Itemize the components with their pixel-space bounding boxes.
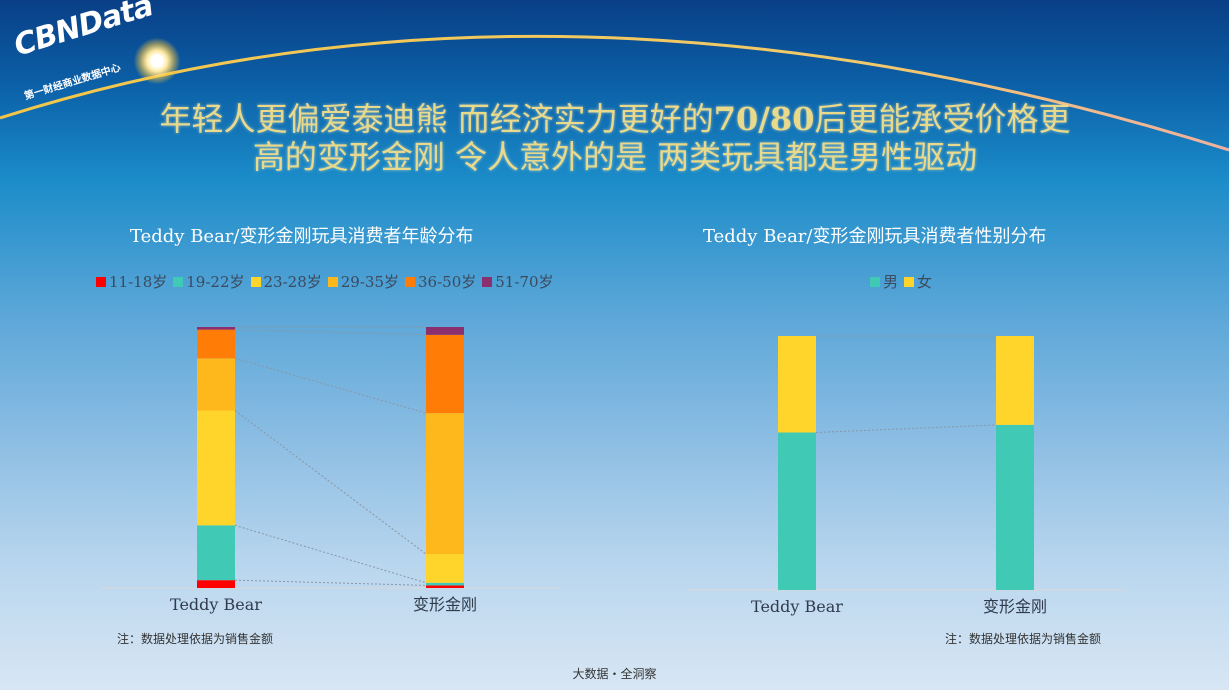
age-bar-segment xyxy=(426,585,464,588)
age-bar-segment xyxy=(426,554,464,583)
legend-label: 36-50岁 xyxy=(418,273,477,291)
age-bar-segment xyxy=(197,410,235,526)
legend-swatch xyxy=(96,276,106,287)
legend-label: 51-70岁 xyxy=(495,273,554,291)
footer-slogan: 大数据・全洞察 xyxy=(572,667,657,681)
age-category-label: Teddy Bear xyxy=(170,595,262,614)
gender-bar-segment xyxy=(996,336,1034,425)
age-bar-segment xyxy=(426,582,464,586)
age-bar-segment xyxy=(197,327,235,330)
gender-category-label: Teddy Bear xyxy=(751,597,843,616)
headline-text: 后更能承受价格更 xyxy=(814,100,1071,138)
headline-line-2: 高的变形金刚 令人意外的是 两类玩具都是男性驱动 xyxy=(252,138,978,176)
legend-swatch xyxy=(173,276,184,287)
age-category-label: 变形金刚 xyxy=(413,595,477,614)
legend-label: 29-35岁 xyxy=(340,273,399,291)
age-legend-item: 29-35岁 xyxy=(327,271,399,292)
legend-label: 19-22岁 xyxy=(186,273,245,291)
legend-label: 男 xyxy=(883,273,899,291)
sun-glow-icon xyxy=(134,38,180,84)
gender-bar-segment xyxy=(996,424,1034,590)
gender-chart-legend: 男女 xyxy=(870,271,932,292)
gender-legend-item: 女 xyxy=(904,271,932,292)
legend-swatch xyxy=(904,276,915,287)
legend-label: 女 xyxy=(917,273,933,291)
legend-label: 23-28岁 xyxy=(263,273,322,291)
age-connector-line xyxy=(234,357,427,414)
age-bar-segment xyxy=(426,327,464,335)
age-bar-segment xyxy=(426,413,464,555)
gender-legend-item: 男 xyxy=(870,271,898,292)
gender-chart-note: 注：数据处理依据为销售金额 xyxy=(945,632,1102,646)
legend-swatch xyxy=(250,276,261,287)
legend-swatch xyxy=(870,276,880,287)
gender-category-label: 变形金刚 xyxy=(983,597,1047,616)
age-bar-segment xyxy=(197,580,235,588)
legend-swatch xyxy=(327,276,338,287)
legend-swatch xyxy=(405,276,415,287)
gender-connector-line xyxy=(815,424,997,434)
age-legend-item: 23-28岁 xyxy=(250,271,322,292)
age-chart-title: Teddy Bear/变形金刚玩具消费者年龄分布 xyxy=(130,226,474,247)
age-bar-segment xyxy=(426,334,464,414)
age-bar-segment xyxy=(197,525,235,581)
legend-swatch xyxy=(482,276,493,287)
gender-bar-segment xyxy=(778,432,816,590)
age-bar-segment xyxy=(197,358,235,411)
headline-text: 年轻人更偏爱泰迪熊 而经济实力更好的 xyxy=(159,100,714,138)
legend-label: 11-18岁 xyxy=(109,273,168,291)
age-legend-item: 36-50岁 xyxy=(405,271,476,292)
age-legend-item: 11-18岁 xyxy=(96,271,167,292)
age-connector-line xyxy=(234,524,427,584)
page-title: 年轻人更偏爱泰迪熊 而经济实力更好的70/80后更能承受价格更 高的变形金刚 令… xyxy=(60,100,1170,176)
age-legend-item: 51-70岁 xyxy=(482,271,554,292)
age-legend-item: 19-22岁 xyxy=(173,271,245,292)
headline-highlight: 70/80 xyxy=(713,100,815,138)
age-bar-segment xyxy=(197,329,235,359)
age-chart-legend: 11-18岁 19-22岁 23-28岁 29-35岁 36-50岁 51-70岁 xyxy=(96,271,554,292)
age-chart-note: 注：数据处理依据为销售金额 xyxy=(117,632,274,646)
gender-bar-segment xyxy=(778,336,816,433)
gender-chart-title: Teddy Bear/变形金刚玩具消费者性别分布 xyxy=(703,226,1047,247)
headline-line-1: 年轻人更偏爱泰迪熊 而经济实力更好的70/80后更能承受价格更 xyxy=(60,100,1170,138)
